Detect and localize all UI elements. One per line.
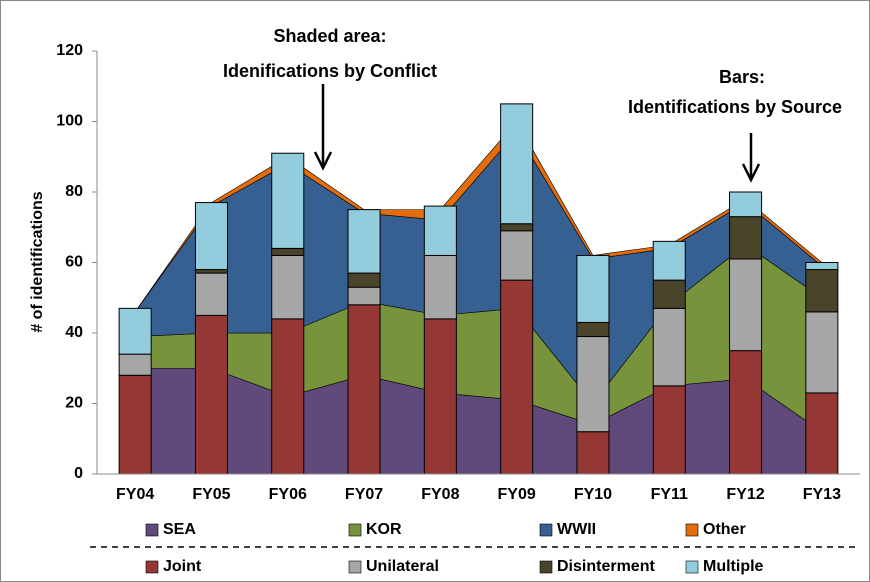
legend-label: KOR (366, 521, 402, 538)
bar (652, 385, 686, 475)
legend-swatch (348, 523, 362, 537)
bar (194, 272, 228, 316)
annotation: Shaded area: (273, 26, 386, 46)
y-tick-label: 60 (65, 254, 83, 271)
bar (729, 216, 763, 260)
bar (423, 318, 457, 475)
y-tick-label: 40 (65, 324, 83, 341)
bar (652, 307, 686, 387)
bar (347, 209, 381, 274)
legend-swatch (145, 523, 159, 537)
legend: SEA KOR WWII Other Joint Unilateral Disinterme… (145, 521, 764, 575)
legend-label: Joint (163, 558, 202, 575)
bar (576, 431, 610, 475)
y-tick-label: 0 (74, 465, 83, 482)
bar (194, 314, 228, 475)
x-tick-label: FY04 (116, 486, 154, 503)
x-tick-label: FY12 (726, 486, 764, 503)
bar (500, 230, 534, 281)
y-tick-label: 20 (65, 395, 83, 412)
bar (500, 103, 534, 225)
bar (271, 254, 305, 320)
annotation: Idenifications by Conflict (223, 61, 437, 81)
bar (118, 353, 152, 376)
legend-label: SEA (163, 521, 196, 538)
legend-label: WWII (557, 521, 596, 538)
bar (500, 223, 534, 232)
bar (194, 202, 228, 271)
bar (347, 272, 381, 288)
bar (652, 279, 686, 309)
y-tick-label: 80 (65, 183, 83, 200)
bar (118, 307, 152, 355)
x-tick-label: FY05 (192, 486, 230, 503)
annotation: Identifications by Source (628, 97, 842, 117)
x-tick-label: FY08 (421, 486, 459, 503)
x-tick-label: FY13 (803, 486, 841, 503)
bar (271, 247, 305, 256)
x-tick-label: FY10 (574, 486, 612, 503)
y-tick-label: 120 (56, 42, 83, 59)
legend-swatch (539, 560, 553, 574)
bar (576, 254, 610, 323)
y-axis-label: # of identifications (29, 191, 46, 332)
bar (423, 254, 457, 320)
bar (805, 311, 839, 394)
legend-swatch (685, 523, 699, 537)
bar (271, 318, 305, 475)
legend-swatch (348, 560, 362, 574)
plot-area (92, 50, 860, 475)
bar (118, 374, 152, 475)
bar (729, 350, 763, 475)
arrows (313, 84, 761, 183)
bar (805, 392, 839, 475)
x-tick-label: FY11 (651, 486, 688, 503)
x-tick-label: FY09 (498, 486, 536, 503)
bar (805, 269, 839, 313)
x-tick-label: FY07 (345, 486, 383, 503)
legend-label: Disinterment (557, 558, 655, 575)
bar (271, 152, 305, 249)
legend-swatch (539, 523, 553, 537)
y-tick-label: 100 (56, 113, 83, 130)
bar (729, 258, 763, 352)
bar (729, 191, 763, 218)
bar (347, 304, 381, 475)
legend-swatch (685, 560, 699, 574)
bar (347, 286, 381, 306)
bar (805, 262, 839, 271)
bar (500, 279, 534, 475)
bar (652, 240, 686, 281)
legend-label: Multiple (703, 558, 764, 575)
bar (423, 205, 457, 256)
legend-swatch (145, 560, 159, 574)
bar (576, 336, 610, 433)
annotation: Bars: (719, 67, 765, 87)
x-tick-label: FY06 (269, 486, 307, 503)
bar (194, 269, 228, 274)
legend-label: Unilateral (366, 558, 439, 575)
bar (576, 321, 610, 338)
legend-label: Other (703, 521, 746, 538)
